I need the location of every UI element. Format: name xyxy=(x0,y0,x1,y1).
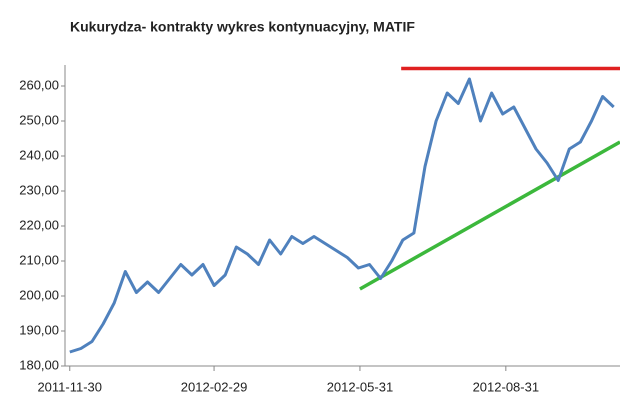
y-tick-label: 250,00 xyxy=(19,112,59,127)
y-tick-label: 240,00 xyxy=(19,147,59,162)
x-tick-label: 2012-08-31 xyxy=(473,379,540,394)
y-tick-label: 260,00 xyxy=(19,77,59,92)
y-tick-label: 190,00 xyxy=(19,322,59,337)
x-tick-label: 2011-11-30 xyxy=(37,379,102,394)
y-tick-label: 180,00 xyxy=(19,357,59,372)
y-tick-label: 220,00 xyxy=(19,217,59,232)
y-tick-label: 230,00 xyxy=(19,182,59,197)
x-tick-label: 2012-02-29 xyxy=(181,379,248,394)
trend-line xyxy=(359,140,620,291)
y-tick-label: 210,00 xyxy=(19,252,59,267)
data-line xyxy=(69,77,615,354)
x-tick-label: 2012-05-31 xyxy=(327,379,394,394)
y-tick-label: 200,00 xyxy=(19,287,59,302)
chart-title: Kukurydza- kontrakty wykres kontynuacyjn… xyxy=(70,19,415,35)
